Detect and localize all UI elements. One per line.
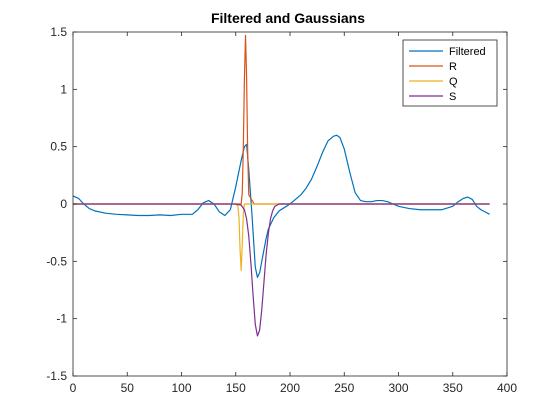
x-tick-label: 200 xyxy=(280,381,300,395)
x-tick-label: 250 xyxy=(334,381,354,395)
legend-label-s: S xyxy=(449,91,456,103)
legend-label-r: R xyxy=(449,61,457,73)
y-tick-label: 1 xyxy=(60,82,67,96)
legend-label-filtered: Filtered xyxy=(449,46,486,58)
legend-label-q: Q xyxy=(449,76,458,88)
x-tick-label: 400 xyxy=(497,381,517,395)
x-tick-label: 0 xyxy=(70,381,77,395)
series-line-filtered xyxy=(72,134,490,278)
y-tick-label: -0.5 xyxy=(46,254,67,268)
series-line-q xyxy=(73,203,490,272)
series-line-s xyxy=(73,203,490,337)
chart-title: Filtered and Gaussians xyxy=(211,10,365,26)
y-tick-label: 0.5 xyxy=(50,140,67,154)
series-line-r xyxy=(73,34,490,205)
x-tick-label: 100 xyxy=(171,381,191,395)
series-layer xyxy=(72,34,490,337)
y-tick-label: -1 xyxy=(56,312,67,326)
x-tick-label: 150 xyxy=(226,381,246,395)
legend: Filtered RQS xyxy=(402,39,498,107)
x-tick-label: 300 xyxy=(388,381,408,395)
y-tick-label: 1.5 xyxy=(50,25,67,39)
x-tick-label: 50 xyxy=(121,381,135,395)
axes: 0 50 100 150 200 250 300 350 400 -1.5 -1 -0.5 0 0.5 1 1… xyxy=(46,25,517,395)
y-tick-label: -1.5 xyxy=(46,369,67,383)
x-tick-label: 350 xyxy=(443,381,463,395)
y-tick-label: 0 xyxy=(60,197,67,211)
